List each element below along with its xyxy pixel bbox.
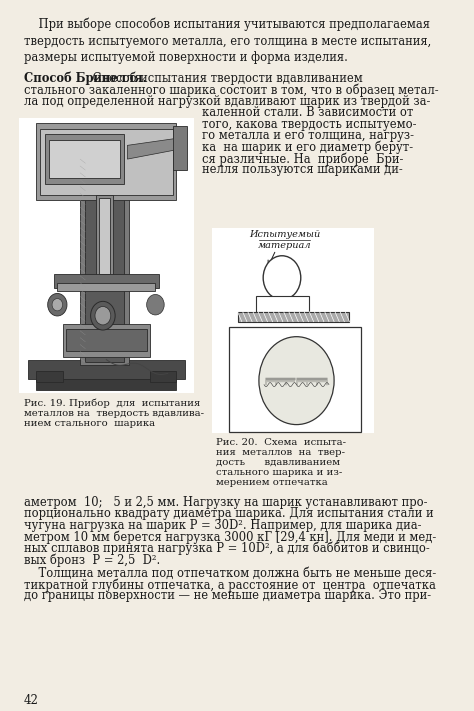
Text: Толщина металла под отпечатком должна быть не меньше деся-: Толщина металла под отпечатком должна бы… [24, 567, 436, 579]
Text: При выборе способов испытания учитываются предполагаемая
твердость испытуемого м: При выборе способов испытания учитываютс… [24, 18, 431, 65]
Text: каленной стали. В зависимости от: каленной стали. В зависимости от [201, 106, 413, 119]
Bar [36, 370, 63, 382]
Bar [237, 311, 349, 321]
Text: 1: 1 [273, 367, 278, 375]
Bar [19, 118, 194, 392]
Text: 0: 0 [263, 367, 268, 375]
Text: 4: 4 [304, 367, 309, 375]
Bar [63, 324, 150, 357]
Text: 2: 2 [284, 367, 289, 375]
Bar [256, 296, 310, 311]
Text: метром 10 мм берется нагрузка 3000 кГ [29,4 кн]. Для меди и мед-: метром 10 мм берется нагрузка 3000 кГ [2… [24, 530, 436, 544]
Text: 5: 5 [315, 367, 319, 375]
Bar [66, 329, 146, 351]
Text: Способ Бринелля.: Способ Бринелля. [24, 72, 146, 85]
Text: мерением отпечатка: мерением отпечатка [216, 478, 328, 487]
Bar [229, 326, 362, 432]
Text: того, какова твердость испытуемо-: того, какова твердость испытуемо- [201, 118, 416, 131]
Text: ла под определенной нагрузкой вдавливают шарик из твердой за-: ла под определенной нагрузкой вдавливают… [24, 95, 430, 108]
Bar [80, 151, 129, 365]
Bar [36, 124, 176, 201]
Text: ка  на шарик и его диаметр берут-: ка на шарик и его диаметр берут- [201, 141, 413, 154]
Text: тикратной глубины отпечатка, а расстояние от  центра  отпечатка: тикратной глубины отпечатка, а расстояни… [24, 578, 436, 592]
Text: Испытуемый: Испытуемый [249, 230, 320, 239]
Text: го металла и его толщина, нагруз-: го металла и его толщина, нагруз- [201, 129, 414, 142]
Circle shape [52, 299, 63, 311]
Text: Рис. 20.  Схема  испыта-: Рис. 20. Схема испыта- [216, 437, 346, 447]
Bar [150, 370, 176, 382]
Text: стального закаленного шарика состоит в том, что в образец метал-: стального закаленного шарика состоит в т… [24, 83, 438, 97]
Bar [57, 283, 155, 291]
Text: Рис. 19. Прибор  для  испытания: Рис. 19. Прибор для испытания [24, 399, 200, 408]
Text: нелля пользуются шариками ди-: нелля пользуются шариками ди- [201, 164, 402, 176]
Text: Способ испытания твердости вдавливанием: Способ испытания твердости вдавливанием [89, 72, 363, 85]
Polygon shape [128, 137, 185, 159]
Bar [173, 126, 187, 170]
Text: материал: материал [258, 241, 311, 250]
Text: нием стального  шарика: нием стального шарика [24, 419, 155, 428]
Text: чугуна нагрузка на шарик P = 30D². Например, для шарика диа-: чугуна нагрузка на шарик P = 30D². Напри… [24, 519, 421, 532]
Bar [36, 379, 176, 390]
Bar [212, 228, 374, 432]
Bar [85, 154, 124, 363]
Text: металлов на  твердость вдавлива-: металлов на твердость вдавлива- [24, 409, 204, 417]
Text: ния  металлов  на  твер-: ния металлов на твер- [216, 448, 345, 456]
Text: аметром  10;   5 и 2,5 мм. Нагрузку на шарик устанавливают про-: аметром 10; 5 и 2,5 мм. Нагрузку на шари… [24, 496, 428, 509]
Text: стального шарика и из-: стального шарика и из- [216, 468, 342, 477]
Circle shape [263, 256, 301, 300]
Text: 6: 6 [325, 367, 330, 375]
Bar [48, 140, 120, 178]
Bar [27, 360, 185, 379]
Text: ся различные. На  приборе  Бри-: ся различные. На приборе Бри- [201, 152, 403, 166]
Text: дость      вдавливанием: дость вдавливанием [216, 458, 340, 466]
Text: ных сплавов принята нагрузка P = 10D², а для баббитов и свинцо-: ных сплавов принята нагрузка P = 10D², а… [24, 542, 429, 555]
Circle shape [259, 337, 334, 424]
Circle shape [146, 294, 164, 315]
Bar [54, 274, 159, 288]
Text: 3: 3 [294, 367, 299, 375]
Text: вых бронз  P = 2,5  D².: вых бронз P = 2,5 D². [24, 553, 160, 567]
Bar [100, 198, 110, 274]
Bar [45, 134, 124, 184]
Circle shape [91, 301, 115, 330]
Circle shape [95, 306, 111, 325]
Bar [40, 129, 173, 195]
Bar [96, 195, 113, 277]
Text: до границы поверхности — не меньше диаметра шарика. Это при-: до границы поверхности — не меньше диаме… [24, 589, 431, 602]
Text: порционально квадрату диаметра шарика. Для испытания стали и: порционально квадрату диаметра шарика. Д… [24, 508, 434, 520]
Text: 42: 42 [24, 695, 39, 707]
Circle shape [48, 294, 67, 316]
